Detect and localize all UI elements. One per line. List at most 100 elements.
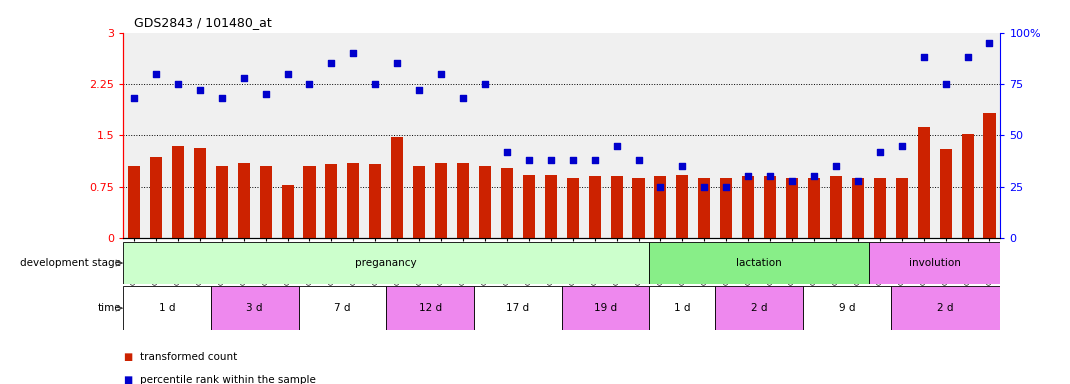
Point <box>652 184 669 190</box>
Text: 1 d: 1 d <box>158 303 175 313</box>
Text: 7 d: 7 d <box>334 303 351 313</box>
Bar <box>457 163 469 238</box>
Bar <box>962 134 974 238</box>
Bar <box>786 178 798 238</box>
Point <box>959 54 976 60</box>
Bar <box>830 177 842 238</box>
Bar <box>632 178 644 238</box>
Point <box>674 163 691 169</box>
Bar <box>649 242 869 284</box>
Text: 1 d: 1 d <box>674 303 690 313</box>
Bar <box>720 178 732 238</box>
Text: involution: involution <box>908 258 961 268</box>
Bar <box>808 178 820 238</box>
Text: development stage: development stage <box>20 258 121 268</box>
Text: 17 d: 17 d <box>506 303 530 313</box>
Point <box>367 81 384 87</box>
Bar <box>562 286 649 330</box>
Bar <box>939 149 951 238</box>
Text: 9 d: 9 d <box>839 303 855 313</box>
Text: 2 d: 2 d <box>937 303 953 313</box>
Point <box>937 81 954 87</box>
Point <box>783 177 800 184</box>
Bar <box>474 286 562 330</box>
Point <box>762 174 779 180</box>
Bar <box>172 146 184 238</box>
Point <box>520 157 537 163</box>
Point <box>257 91 274 98</box>
Text: 12 d: 12 d <box>418 303 442 313</box>
Point <box>608 142 625 149</box>
Point <box>432 71 449 77</box>
Bar <box>238 163 249 238</box>
Point <box>827 163 844 169</box>
Bar <box>545 175 556 238</box>
Bar <box>348 163 360 238</box>
Point <box>499 149 516 155</box>
Point <box>169 81 186 87</box>
Point <box>893 142 911 149</box>
Bar <box>128 166 140 238</box>
Bar <box>260 166 272 238</box>
Point <box>850 177 867 184</box>
Text: transformed count: transformed count <box>140 352 238 362</box>
Point <box>455 95 472 101</box>
Bar <box>611 177 623 238</box>
Bar <box>699 178 710 238</box>
Text: GDS2843 / 101480_at: GDS2843 / 101480_at <box>134 16 272 29</box>
Point <box>125 95 142 101</box>
Bar <box>325 164 337 238</box>
Text: time: time <box>97 303 121 313</box>
Bar <box>764 177 776 238</box>
Point <box>213 95 230 101</box>
Bar <box>743 177 754 238</box>
Bar <box>216 166 228 238</box>
Bar <box>588 177 600 238</box>
Bar <box>501 168 513 238</box>
Point <box>981 40 998 46</box>
Point <box>235 75 253 81</box>
Bar <box>869 242 1000 284</box>
Point <box>148 71 165 77</box>
Bar <box>386 286 474 330</box>
Bar <box>123 286 211 330</box>
Point <box>345 50 362 56</box>
Point <box>192 87 209 93</box>
Bar <box>304 166 316 238</box>
Point <box>476 81 493 87</box>
Text: ■: ■ <box>123 375 133 384</box>
Text: percentile rank within the sample: percentile rank within the sample <box>140 375 316 384</box>
Bar <box>150 157 162 238</box>
Bar <box>649 286 716 330</box>
Bar <box>369 164 381 238</box>
Bar <box>299 286 386 330</box>
Point <box>630 157 647 163</box>
Bar <box>802 286 891 330</box>
Bar <box>676 175 688 238</box>
Text: ■: ■ <box>123 352 133 362</box>
Bar <box>479 166 491 238</box>
Bar <box>194 148 205 238</box>
Bar <box>211 286 299 330</box>
Point <box>301 81 318 87</box>
Point <box>871 149 888 155</box>
Bar <box>655 177 667 238</box>
Bar <box>413 166 425 238</box>
Point <box>542 157 560 163</box>
Bar <box>918 127 930 238</box>
Point <box>586 157 603 163</box>
Point <box>564 157 581 163</box>
Bar <box>567 178 579 238</box>
Bar <box>435 163 447 238</box>
Bar <box>874 178 886 238</box>
Point <box>915 54 932 60</box>
Bar <box>983 113 995 238</box>
Bar <box>896 178 907 238</box>
Bar <box>716 286 802 330</box>
Point <box>718 184 735 190</box>
Text: 2 d: 2 d <box>751 303 767 313</box>
Point <box>739 174 756 180</box>
Bar <box>392 137 403 238</box>
Point <box>323 60 340 66</box>
Point <box>806 174 823 180</box>
